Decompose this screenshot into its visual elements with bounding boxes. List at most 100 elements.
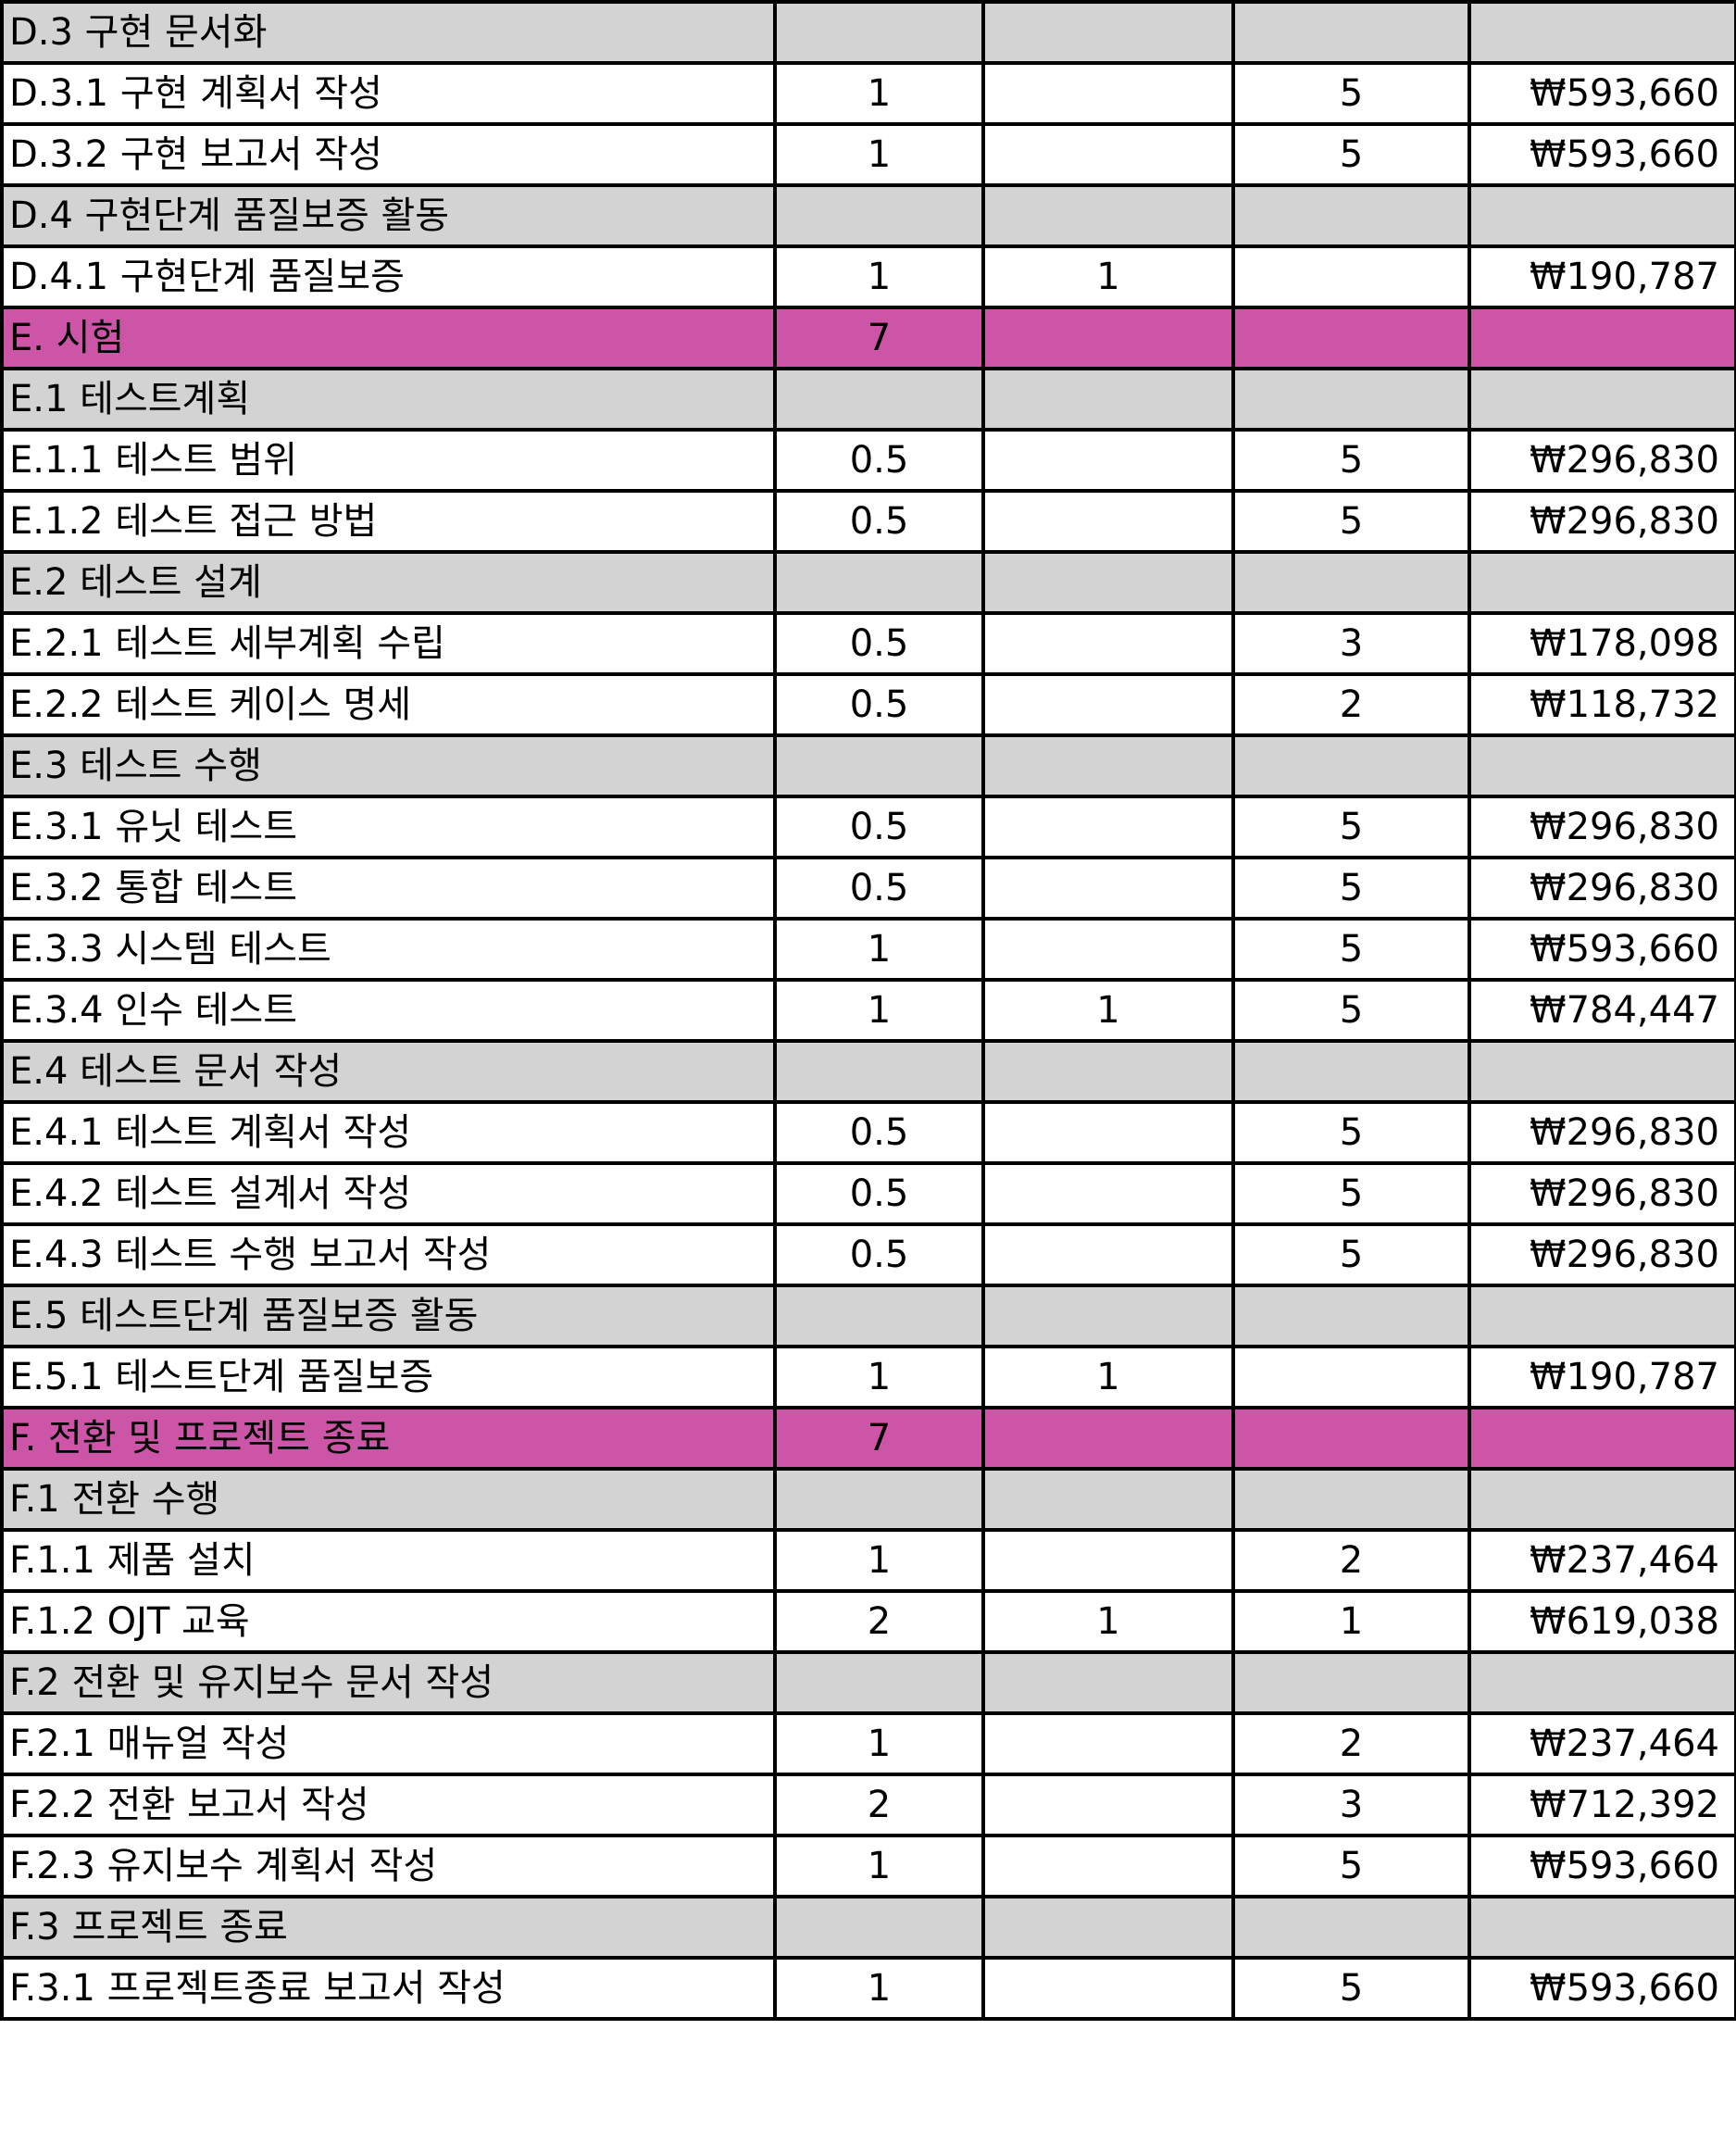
task-name-cell[interactable]: E.1 테스트계획: [0, 367, 777, 432]
task-name-cell[interactable]: F.3 프로젝트 종료: [0, 1895, 777, 1960]
value-cell-b[interactable]: [981, 1161, 1235, 1226]
cost-cell[interactable]: [1467, 0, 1736, 65]
value-cell-c[interactable]: 3: [1231, 1773, 1471, 1837]
value-cell-c[interactable]: [1231, 1039, 1471, 1104]
value-cell-b[interactable]: [981, 550, 1235, 615]
value-cell-b[interactable]: [981, 1100, 1235, 1165]
value-cell-c[interactable]: 5: [1231, 917, 1471, 982]
value-cell-a[interactable]: 0.5: [773, 1161, 985, 1226]
value-cell-c[interactable]: 5: [1231, 1222, 1471, 1287]
value-cell-c[interactable]: 5: [1231, 1834, 1471, 1898]
cost-cell[interactable]: ₩593,660: [1467, 1834, 1736, 1898]
task-name-cell[interactable]: E.4.1 테스트 계획서 작성: [0, 1100, 777, 1165]
value-cell-b[interactable]: [981, 122, 1235, 187]
cost-cell[interactable]: ₩296,830: [1467, 1100, 1736, 1165]
task-name-cell[interactable]: D.3.1 구현 계획서 작성: [0, 61, 777, 126]
task-name-cell[interactable]: E.2.2 테스트 케이스 명세: [0, 672, 777, 737]
task-name-cell[interactable]: F.1.2 OJT 교육: [0, 1589, 777, 1654]
value-cell-b[interactable]: [981, 1528, 1235, 1593]
value-cell-c[interactable]: 5: [1231, 978, 1471, 1043]
value-cell-c[interactable]: [1231, 0, 1471, 65]
value-cell-c[interactable]: [1231, 1895, 1471, 1960]
cost-cell[interactable]: ₩237,464: [1467, 1528, 1736, 1593]
value-cell-a[interactable]: [773, 367, 985, 432]
value-cell-b[interactable]: [981, 1284, 1235, 1348]
value-cell-c[interactable]: 5: [1231, 795, 1471, 859]
value-cell-a[interactable]: 1: [773, 1834, 985, 1898]
cost-cell[interactable]: [1467, 733, 1736, 798]
value-cell-a[interactable]: [773, 1895, 985, 1960]
cost-cell[interactable]: ₩190,787: [1467, 1345, 1736, 1410]
value-cell-a[interactable]: [773, 733, 985, 798]
task-name-cell[interactable]: E.3.3 시스템 테스트: [0, 917, 777, 982]
value-cell-c[interactable]: [1231, 1284, 1471, 1348]
cost-cell[interactable]: [1467, 1284, 1736, 1348]
value-cell-c[interactable]: [1231, 1406, 1471, 1471]
value-cell-b[interactable]: 1: [981, 244, 1235, 309]
cost-cell[interactable]: [1467, 550, 1736, 615]
task-name-cell[interactable]: E.3 테스트 수행: [0, 733, 777, 798]
value-cell-b[interactable]: [981, 428, 1235, 493]
cost-cell[interactable]: ₩296,830: [1467, 795, 1736, 859]
task-name-cell[interactable]: D.3.2 구현 보고서 작성: [0, 122, 777, 187]
value-cell-b[interactable]: [981, 1895, 1235, 1960]
task-name-cell[interactable]: E.5 테스트단계 품질보증 활동: [0, 1284, 777, 1348]
task-name-cell[interactable]: E.4.3 테스트 수행 보고서 작성: [0, 1222, 777, 1287]
value-cell-b[interactable]: [981, 733, 1235, 798]
task-name-cell[interactable]: F.2.1 매뉴얼 작성: [0, 1711, 777, 1776]
value-cell-a[interactable]: 7: [773, 306, 985, 370]
value-cell-c[interactable]: 5: [1231, 856, 1471, 921]
value-cell-b[interactable]: [981, 306, 1235, 370]
value-cell-b[interactable]: [981, 672, 1235, 737]
cost-cell[interactable]: [1467, 1039, 1736, 1104]
value-cell-a[interactable]: [773, 0, 985, 65]
value-cell-a[interactable]: 2: [773, 1589, 985, 1654]
cost-cell[interactable]: ₩712,392: [1467, 1773, 1736, 1837]
cost-cell[interactable]: ₩593,660: [1467, 917, 1736, 982]
task-name-cell[interactable]: E.4.2 테스트 설계서 작성: [0, 1161, 777, 1226]
value-cell-c[interactable]: 5: [1231, 61, 1471, 126]
cost-cell[interactable]: ₩593,660: [1467, 61, 1736, 126]
value-cell-c[interactable]: 2: [1231, 1711, 1471, 1776]
value-cell-a[interactable]: 0.5: [773, 795, 985, 859]
value-cell-c[interactable]: 5: [1231, 122, 1471, 187]
value-cell-a[interactable]: 1: [773, 917, 985, 982]
task-name-cell[interactable]: E.1.2 테스트 접근 방법: [0, 489, 777, 554]
value-cell-a[interactable]: 1: [773, 1345, 985, 1410]
value-cell-a[interactable]: 0.5: [773, 428, 985, 493]
value-cell-c[interactable]: [1231, 1345, 1471, 1410]
task-name-cell[interactable]: F. 전환 및 프로젝트 종료: [0, 1406, 777, 1471]
task-name-cell[interactable]: F.1.1 제품 설치: [0, 1528, 777, 1593]
value-cell-c[interactable]: [1231, 733, 1471, 798]
cost-cell[interactable]: ₩178,098: [1467, 611, 1736, 676]
cost-cell[interactable]: ₩593,660: [1467, 1956, 1736, 2021]
cost-cell[interactable]: [1467, 306, 1736, 370]
value-cell-c[interactable]: 5: [1231, 1956, 1471, 2021]
cost-cell[interactable]: ₩118,732: [1467, 672, 1736, 737]
task-name-cell[interactable]: E.3.4 인수 테스트: [0, 978, 777, 1043]
value-cell-b[interactable]: [981, 1711, 1235, 1776]
value-cell-a[interactable]: 1: [773, 244, 985, 309]
value-cell-a[interactable]: [773, 1650, 985, 1715]
value-cell-b[interactable]: [981, 1956, 1235, 2021]
value-cell-b[interactable]: [981, 61, 1235, 126]
cost-cell[interactable]: ₩784,447: [1467, 978, 1736, 1043]
value-cell-c[interactable]: [1231, 306, 1471, 370]
value-cell-b[interactable]: [981, 917, 1235, 982]
value-cell-a[interactable]: 0.5: [773, 489, 985, 554]
value-cell-b[interactable]: 1: [981, 1345, 1235, 1410]
cost-cell[interactable]: ₩619,038: [1467, 1589, 1736, 1654]
value-cell-b[interactable]: [981, 0, 1235, 65]
cost-cell[interactable]: ₩296,830: [1467, 856, 1736, 921]
value-cell-c[interactable]: [1231, 1467, 1471, 1532]
cost-cell[interactable]: ₩296,830: [1467, 1222, 1736, 1287]
value-cell-a[interactable]: 2: [773, 1773, 985, 1837]
cost-cell[interactable]: [1467, 367, 1736, 432]
value-cell-a[interactable]: 1: [773, 122, 985, 187]
value-cell-a[interactable]: 1: [773, 1956, 985, 2021]
value-cell-a[interactable]: 1: [773, 1528, 985, 1593]
cost-cell[interactable]: [1467, 1895, 1736, 1960]
value-cell-b[interactable]: [981, 367, 1235, 432]
value-cell-a[interactable]: 0.5: [773, 1222, 985, 1287]
value-cell-b[interactable]: [981, 611, 1235, 676]
